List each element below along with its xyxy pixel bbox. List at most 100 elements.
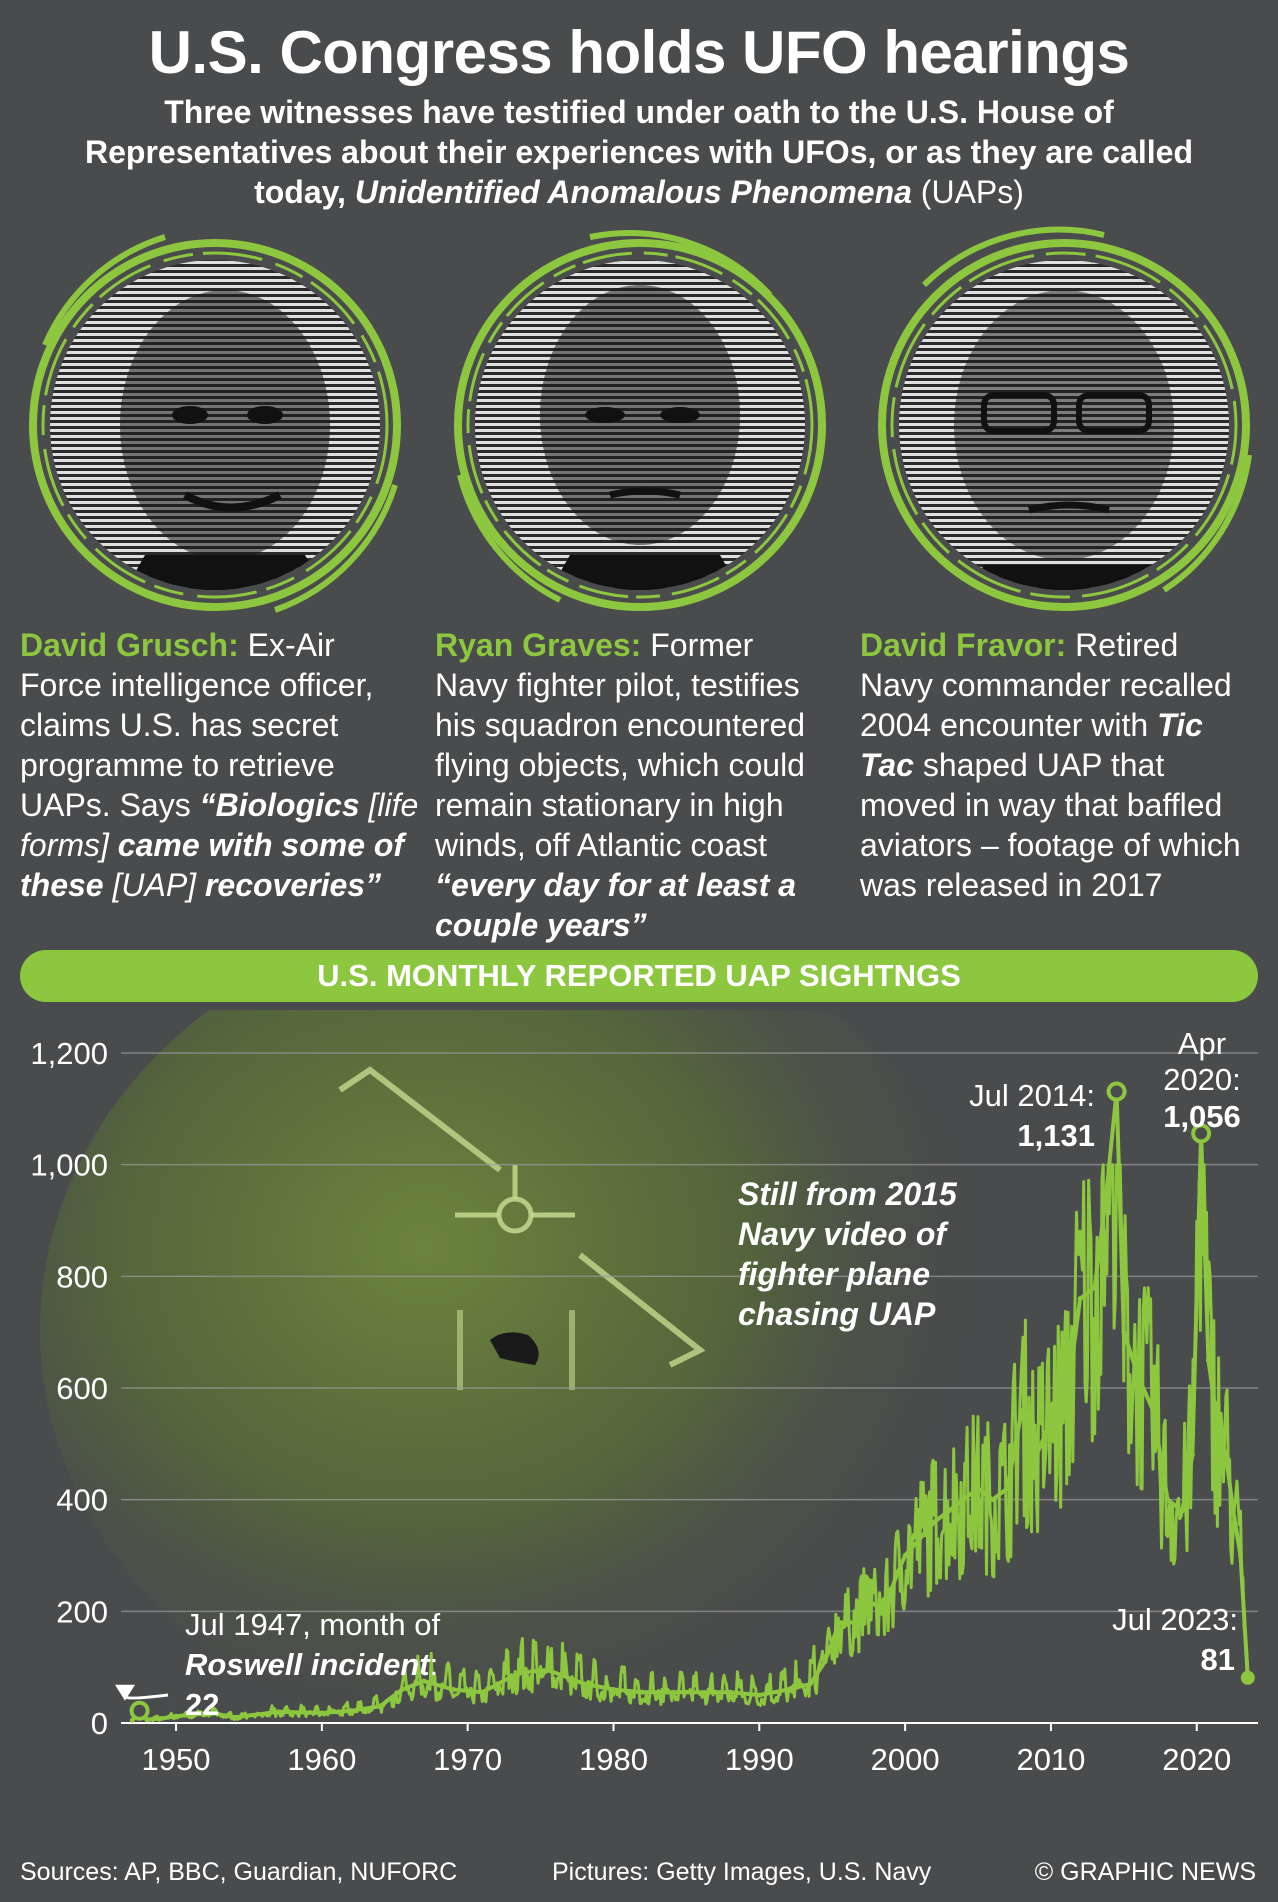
subtitle-text-1: Three witnesses have testified under oat… xyxy=(85,94,1193,210)
data-point xyxy=(1004,1486,1010,1491)
bio-graves: Ryan Graves: Former Navy fighter pilot, … xyxy=(435,625,835,945)
data-point xyxy=(479,1689,485,1695)
bio-text: Retired Navy commander recalled 2004 enc… xyxy=(860,627,1232,743)
annotation-marker xyxy=(1106,1081,1127,1102)
y-tick-label: 800 xyxy=(56,1259,108,1294)
photo-caption-line: fighter plane xyxy=(738,1256,930,1292)
data-point xyxy=(1121,1329,1127,1335)
navy-video-still xyxy=(40,1010,1000,1750)
data-point xyxy=(975,1486,981,1491)
data-point xyxy=(377,1703,383,1709)
series-line-monthly xyxy=(130,1163,1250,1723)
bio-quote: recoveries” xyxy=(196,867,382,903)
data-point xyxy=(399,1687,405,1692)
bio-fravor: David Fravor: Retired Navy commander rec… xyxy=(860,625,1260,905)
annotation-label: Apr xyxy=(1178,1026,1226,1061)
footer-pictures: Pictures: Getty Images, U.S. Navy xyxy=(552,1858,932,1886)
footer-credit: © GRAPHIC NEWS xyxy=(1034,1858,1256,1886)
data-point xyxy=(545,1667,551,1673)
data-point xyxy=(1223,1452,1229,1458)
data-point xyxy=(450,1687,456,1692)
chart-banner: U.S. MONTHLY REPORTED UAP SIGHTNGS xyxy=(20,950,1258,1002)
data-point xyxy=(1135,1374,1141,1380)
witness-name: David Fravor: xyxy=(860,627,1067,663)
photo-caption-line: Still from 2015 xyxy=(738,1176,958,1212)
annotation-label: Jul 1947, month of xyxy=(185,1607,440,1642)
x-tick-label: 2000 xyxy=(871,1742,940,1777)
x-tick-label: 2020 xyxy=(1162,1742,1231,1777)
x-tick-label: 1960 xyxy=(287,1742,356,1777)
annotation-label: Jul 2023: xyxy=(1112,1602,1238,1637)
data-point xyxy=(683,1689,689,1695)
data-point xyxy=(1048,1419,1054,1424)
portrait-graves xyxy=(440,225,840,625)
data-point xyxy=(902,1553,908,1558)
y-tick-label: 600 xyxy=(56,1371,108,1406)
data-point xyxy=(895,1569,901,1575)
data-point xyxy=(931,1519,937,1525)
subtitle-italic: Unidentified Anomalous Phenomena xyxy=(354,174,912,210)
data-point xyxy=(610,1687,616,1692)
data-point xyxy=(1165,1497,1171,1503)
data-point xyxy=(1150,1407,1156,1413)
data-point xyxy=(640,1689,646,1695)
bio-grusch: David Grusch: Ex-Air Force intelligence … xyxy=(20,625,420,905)
annotation-value: 1,056 xyxy=(1163,1099,1241,1134)
data-point xyxy=(1092,1285,1098,1290)
x-tick-label: 2010 xyxy=(1016,1742,1085,1777)
data-point xyxy=(158,1716,164,1722)
data-point xyxy=(1189,1452,1195,1458)
y-tick-label: 1,200 xyxy=(30,1036,108,1071)
annotation-marker xyxy=(1191,1123,1212,1144)
photo-caption: Still from 2015 Navy video of fighter plan… xyxy=(738,1176,958,1332)
annotation-arrow xyxy=(123,1693,169,1700)
series-line-envelope xyxy=(130,1089,1250,1722)
x-tick-label: 1980 xyxy=(579,1742,648,1777)
data-point xyxy=(1063,1407,1069,1413)
data-point xyxy=(1238,1553,1244,1558)
data-point xyxy=(209,1710,215,1716)
annotation-label: Jul 2014: xyxy=(969,1078,1095,1113)
bio-text: Former Navy fighter pilot, testifies his… xyxy=(435,627,806,863)
data-point xyxy=(917,1536,923,1542)
data-point xyxy=(173,1713,179,1719)
portrait-grusch xyxy=(15,225,415,625)
annotation-marker xyxy=(129,1700,150,1721)
data-point xyxy=(785,1687,791,1692)
data-point xyxy=(837,1620,843,1625)
data-point xyxy=(1216,1430,1222,1436)
data-point xyxy=(822,1659,828,1665)
x-tick-label: 1970 xyxy=(433,1742,502,1777)
data-point xyxy=(319,1710,325,1716)
data-point xyxy=(129,1717,135,1723)
uap-sightings-chart: 0 200 400 600 800 1,000 1,200 1950 1960 1970 1980… xyxy=(30,1010,1258,1777)
y-tick-label: 200 xyxy=(56,1594,108,1629)
photo-caption-line: chasing UAP xyxy=(738,1296,936,1332)
data-point xyxy=(807,1681,813,1687)
page-title: U.S. Congress holds UFO hearings xyxy=(148,19,1130,86)
bio-tic-tac: Tic Tac xyxy=(860,707,1203,783)
data-point xyxy=(866,1597,872,1603)
data-point xyxy=(231,1714,237,1720)
data-point xyxy=(1033,1452,1039,1458)
data-point xyxy=(1205,1357,1211,1363)
bio-bracket: [life forms] xyxy=(20,787,419,863)
data-point xyxy=(1019,1407,1025,1413)
bio-quote: “every day for at least a couple years” xyxy=(435,867,797,943)
photo-caption-line: Navy video of xyxy=(738,1216,949,1252)
annotation-value: 22 xyxy=(185,1687,219,1722)
data-point xyxy=(581,1681,587,1687)
annotation-emphasis: Roswell incident xyxy=(185,1647,431,1682)
subtitle-text-2: (UAPs) xyxy=(911,174,1024,210)
annotation-value: 81 xyxy=(1201,1642,1235,1677)
bio-text: Ex-Air Force intelligence officer, claim… xyxy=(20,627,374,823)
annotation-arrowhead xyxy=(115,1684,135,1701)
bio-quote: came with some of these xyxy=(20,827,405,903)
witness-name: Ryan Graves: xyxy=(435,627,642,663)
data-point xyxy=(1230,1508,1236,1514)
y-tick-label: 400 xyxy=(56,1483,108,1518)
bio-bracket: [UAP] xyxy=(112,867,197,903)
data-point xyxy=(421,1678,427,1684)
bio-quote: “Biologics xyxy=(199,787,369,823)
witness-name: David Grusch: xyxy=(20,627,239,663)
